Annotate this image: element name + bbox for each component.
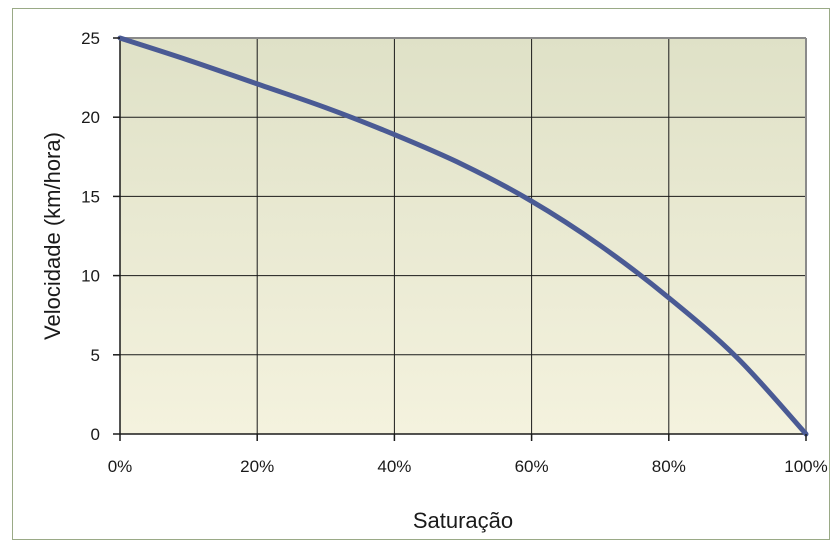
y-tick-label-3: 15 (81, 187, 100, 206)
y-tick-label-2: 10 (81, 267, 100, 286)
x-axis-title: Saturação (413, 508, 513, 533)
x-tick-label-0: 0% (108, 457, 133, 476)
y-tick-label-5: 25 (81, 29, 100, 48)
series-layer (117, 35, 809, 437)
series-line-0 (117, 35, 809, 437)
y-axis-ticks: 0 5 10 15 20 25 (81, 29, 120, 444)
x-axis-ticks: 0% 20% 40% 60% 80% 100% (108, 434, 828, 476)
y-tick-label-4: 20 (81, 108, 100, 127)
plot-area (120, 38, 806, 434)
x-tick-label-4: 80% (652, 457, 686, 476)
x-tick-label-2: 40% (377, 457, 411, 476)
x-tick-label-3: 60% (515, 457, 549, 476)
x-tick-label-5: 100% (784, 457, 827, 476)
y-tick-label-1: 5 (91, 346, 100, 365)
y-tick-label-0: 0 (91, 425, 100, 444)
grid-lines (119, 37, 807, 435)
x-tick-label-1: 20% (240, 457, 274, 476)
y-axis-title: Velocidade (km/hora) (40, 132, 65, 340)
